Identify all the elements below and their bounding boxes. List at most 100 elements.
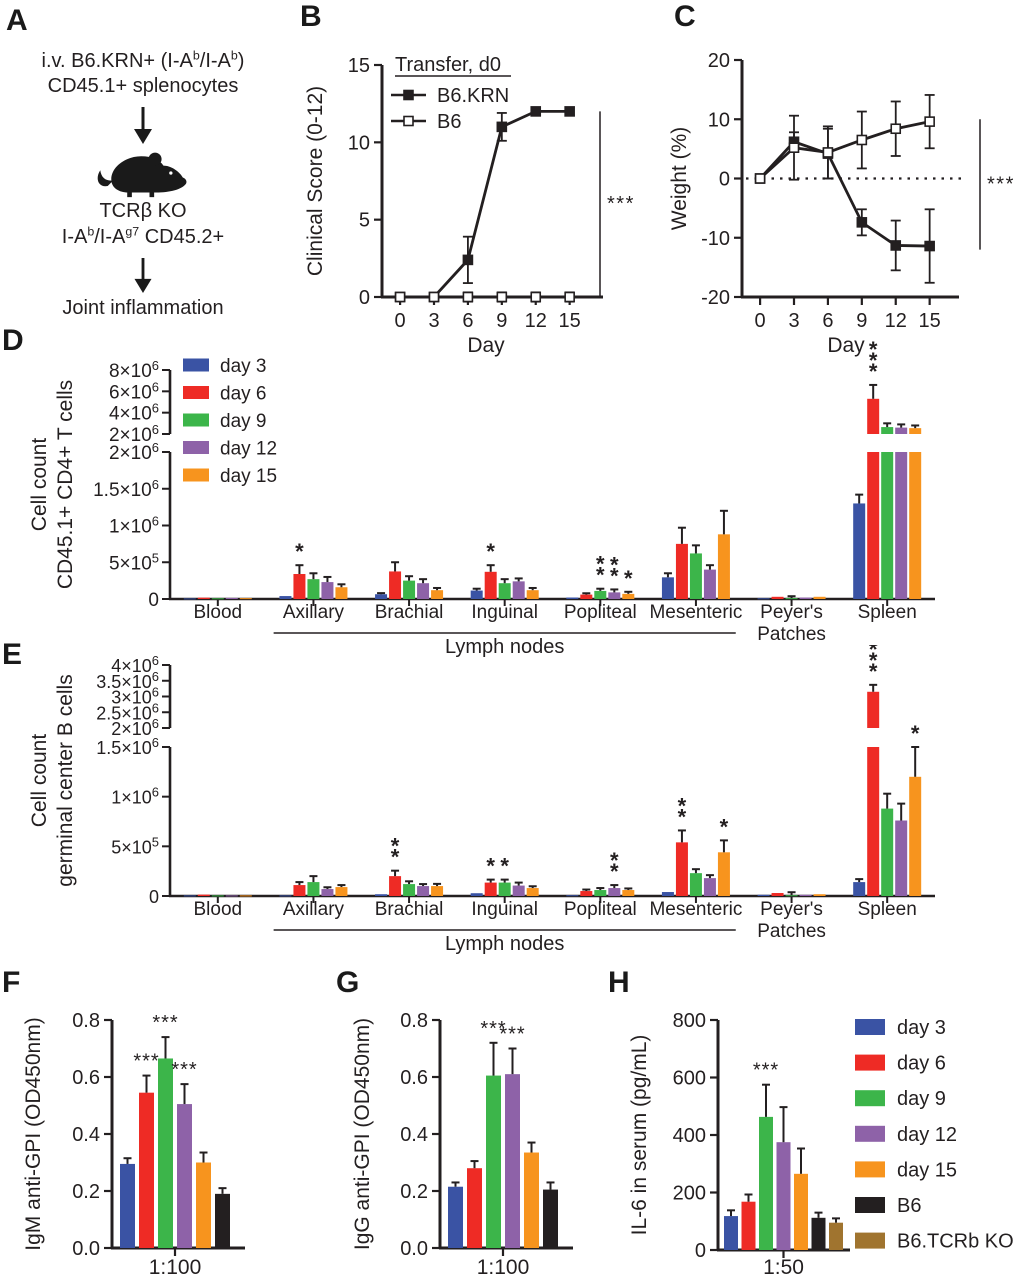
svg-text:0: 0 — [148, 590, 159, 611]
svg-text:1:100: 1:100 — [477, 1256, 530, 1279]
svg-text:*: * — [911, 721, 920, 746]
svg-text:12: 12 — [885, 310, 907, 332]
svg-text:*: * — [869, 648, 878, 673]
svg-text:Cell count: Cell count — [28, 438, 51, 532]
svg-text:*: * — [869, 337, 878, 362]
svg-text:5×105: 5×105 — [111, 834, 159, 857]
svg-text:5: 5 — [359, 210, 370, 232]
svg-text:800: 800 — [673, 1010, 706, 1032]
svg-text:*: * — [610, 563, 619, 588]
svg-text:Clinical Score (0-12): Clinical Score (0-12) — [304, 86, 327, 276]
svg-text:*: * — [610, 848, 619, 873]
svg-text:-20: -20 — [701, 287, 730, 309]
svg-text:B6: B6 — [897, 1195, 921, 1217]
panel-label-e: E — [2, 638, 23, 671]
svg-text:Popliteal: Popliteal — [564, 602, 637, 623]
svg-text:Mesenteric: Mesenteric — [649, 602, 742, 623]
svg-text:6×106: 6×106 — [109, 379, 159, 403]
svg-text:3: 3 — [428, 310, 439, 332]
svg-text:Spleen: Spleen — [858, 602, 917, 623]
svg-text:Cell count: Cell count — [28, 734, 51, 828]
recipient-line1: TCRβ KO — [99, 199, 187, 222]
svg-text:2×106: 2×106 — [109, 440, 159, 464]
svg-text:*: * — [486, 854, 495, 879]
svg-text:Axillary: Axillary — [283, 602, 345, 623]
svg-text:*: * — [391, 834, 400, 859]
svg-text:0.2: 0.2 — [400, 1181, 428, 1203]
svg-text:day 3: day 3 — [220, 356, 266, 377]
plot: 05×1051×1061.5×1062×1062×1064×1066×1068×… — [28, 337, 935, 658]
svg-text:*: * — [610, 552, 619, 577]
experiment-schematic-panel: i.v. B6.KRN+ (I-Ab/I-Ab) CD45.1+ splenocy… — [4, 48, 282, 321]
svg-text:Brachial: Brachial — [375, 602, 444, 623]
svg-text:day 15: day 15 — [897, 1159, 957, 1181]
injected-cells-line1: i.v. B6.KRN+ (I-Ab/I-Ab) — [41, 48, 245, 72]
legend: day 3 day 6 day 9 day 12 day 15 — [183, 356, 277, 487]
svg-text:0: 0 — [695, 1240, 706, 1262]
panel-label-h: H — [608, 966, 630, 999]
svg-text:Axillary: Axillary — [283, 899, 345, 920]
panel-label-a: A — [6, 4, 28, 37]
svg-text:***: *** — [133, 1051, 159, 1073]
plot: 0.0 0.2 0.4 0.6 0.8 *** *** *** 1:100 IgM anti-GP… — [22, 1010, 245, 1279]
svg-text:20: 20 — [708, 50, 730, 72]
recipient-line2: I-Ab/I-Ag7 CD45.2+ — [61, 224, 225, 249]
svg-text:B6.TCRb KO: B6.TCRb KO — [897, 1231, 1014, 1253]
svg-text:***: *** — [171, 1059, 197, 1081]
svg-text:Peyer's: Peyer's — [760, 899, 823, 920]
gc-bcell-count-chart: 0 5×105 1×106 1.5×1062×1062.5×1063×1063.5×1… — [28, 645, 935, 955]
svg-text:*: * — [869, 348, 878, 373]
svg-text:15: 15 — [919, 310, 941, 332]
svg-text:0.8: 0.8 — [400, 1010, 428, 1032]
svg-text:*: * — [486, 539, 495, 564]
svg-text:0.4: 0.4 — [400, 1124, 428, 1146]
svg-text:*: * — [500, 854, 509, 879]
svg-text:15: 15 — [559, 310, 581, 332]
svg-text:Popliteal: Popliteal — [564, 899, 637, 920]
svg-text:*: * — [678, 793, 687, 818]
svg-text:0.6: 0.6 — [400, 1067, 428, 1089]
svg-text:4×106: 4×106 — [109, 401, 159, 425]
svg-text:Inguinal: Inguinal — [471, 602, 538, 623]
svg-text:12: 12 — [525, 310, 547, 332]
svg-text:2.5×106: 2.5×106 — [96, 700, 159, 723]
svg-text:*: * — [295, 539, 304, 564]
panel-label-c: C — [674, 0, 696, 33]
svg-text:2×106: 2×106 — [109, 422, 159, 446]
svg-text:day 3: day 3 — [897, 1017, 946, 1039]
svg-text:*: * — [678, 804, 687, 829]
plot: 0.0 0.2 0.4 0.6 0.8 ****** 1:100 IgG anti-GPI (… — [351, 1010, 573, 1279]
svg-text:Patches: Patches — [757, 921, 826, 942]
svg-text:1×106: 1×106 — [111, 785, 159, 808]
svg-text:0: 0 — [395, 310, 406, 332]
svg-text:0: 0 — [149, 887, 159, 907]
svg-text:Patches: Patches — [757, 624, 826, 645]
svg-text:day 6: day 6 — [897, 1053, 946, 1075]
svg-text:Day: Day — [467, 334, 505, 357]
svg-text:Peyer's: Peyer's — [760, 602, 823, 623]
injected-cells-line2: CD45.1+ splenocytes — [47, 75, 239, 98]
svg-text:6: 6 — [822, 310, 833, 332]
injected-cells-text: i.v. B6.KRN+ (I-Ab/I-Ab) CD45.1+ splenocy… — [4, 48, 282, 100]
svg-text:0.8: 0.8 — [72, 1010, 100, 1032]
svg-text:0: 0 — [755, 310, 766, 332]
panel-label-g: G — [336, 966, 360, 999]
svg-text:Weight (%): Weight (%) — [668, 127, 691, 230]
svg-text:1.5×106: 1.5×106 — [93, 477, 159, 501]
svg-text:***: *** — [152, 1012, 178, 1034]
mouse-icon — [97, 152, 187, 197]
svg-text:0.4: 0.4 — [72, 1124, 100, 1146]
svg-text:Transfer, d0: Transfer, d0 — [395, 54, 501, 76]
svg-text:Blood: Blood — [194, 602, 243, 623]
svg-text:1×106: 1×106 — [109, 514, 159, 538]
svg-text:***: *** — [499, 1024, 525, 1046]
panel-label-b: B — [300, 0, 322, 33]
igm-anti-gpi-chart: 0.0 0.2 0.4 0.6 0.8 *** *** *** 1:100 IgM anti-GP… — [22, 1010, 245, 1279]
svg-text:2×106: 2×106 — [111, 716, 159, 739]
legend: day 3 day 6 day 9 day 12 day 15 B6 B6.TCRb KO — [855, 1017, 1014, 1253]
svg-text:1:100: 1:100 — [149, 1256, 202, 1279]
svg-text:Mesenteric: Mesenteric — [649, 899, 742, 920]
svg-text:0: 0 — [359, 287, 370, 309]
